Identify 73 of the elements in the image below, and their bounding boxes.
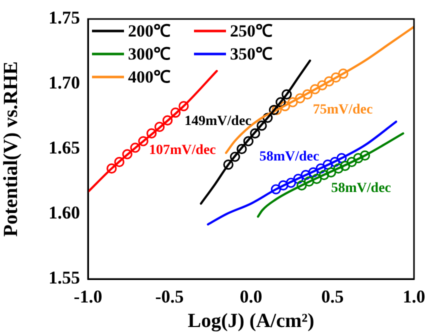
point bbox=[300, 170, 311, 180]
point bbox=[262, 112, 273, 123]
point bbox=[270, 184, 282, 194]
point bbox=[286, 178, 296, 188]
point bbox=[280, 101, 290, 112]
point bbox=[302, 89, 312, 100]
point bbox=[230, 152, 240, 162]
legend-label: 300℃ bbox=[128, 44, 170, 64]
line-series bbox=[256, 132, 404, 218]
x-tick-label: -0.5 bbox=[155, 286, 184, 306]
legend-label: 250℃ bbox=[230, 21, 272, 40]
series-label: 58mV/dec bbox=[259, 149, 320, 164]
x-tick-label: 0.0 bbox=[240, 286, 262, 306]
point bbox=[296, 180, 307, 190]
series-label: 58mV/dec bbox=[331, 180, 392, 196]
point bbox=[272, 104, 282, 116]
point bbox=[294, 93, 306, 104]
y-tick-label: 1.60 bbox=[48, 202, 80, 223]
point bbox=[346, 156, 357, 168]
point bbox=[130, 142, 140, 153]
point bbox=[170, 108, 181, 118]
point bbox=[360, 150, 370, 161]
point bbox=[268, 104, 280, 116]
x-axis-title: Log(J) (A/cm²) bbox=[188, 310, 314, 332]
point bbox=[178, 101, 189, 112]
point bbox=[322, 160, 333, 170]
point bbox=[330, 72, 342, 83]
point bbox=[282, 89, 292, 100]
point bbox=[162, 115, 173, 126]
point bbox=[338, 68, 348, 79]
point bbox=[114, 156, 124, 168]
point bbox=[236, 144, 247, 154]
legend-label: 200℃ bbox=[128, 21, 170, 40]
point bbox=[324, 76, 334, 86]
point bbox=[278, 180, 288, 190]
series-label: 75mV/dec bbox=[312, 102, 373, 118]
x-tick-label: 1.0 bbox=[402, 286, 426, 306]
series-label: 149mV/dec bbox=[184, 114, 252, 130]
point bbox=[316, 163, 326, 174]
point bbox=[288, 97, 298, 108]
point bbox=[138, 136, 148, 146]
point bbox=[293, 174, 304, 184]
series-label: 107mV/dec bbox=[149, 142, 216, 158]
point bbox=[326, 167, 336, 178]
point bbox=[353, 153, 364, 164]
y-axis-title: Potential(V) vs.RHE bbox=[0, 61, 22, 237]
point bbox=[318, 170, 330, 180]
point bbox=[312, 174, 322, 184]
point bbox=[223, 160, 234, 170]
point bbox=[146, 128, 157, 138]
point bbox=[250, 128, 260, 138]
point bbox=[317, 80, 328, 90]
x-tick-label: 0.5 bbox=[321, 286, 344, 306]
point bbox=[256, 120, 267, 131]
point bbox=[336, 153, 347, 164]
point bbox=[154, 122, 165, 132]
y-tick-label: 1.55 bbox=[48, 268, 80, 288]
legend-label: 350℃ bbox=[230, 44, 272, 64]
point bbox=[122, 149, 132, 160]
point bbox=[276, 97, 286, 108]
point bbox=[106, 163, 117, 174]
point bbox=[308, 167, 318, 178]
point bbox=[304, 176, 314, 187]
y-tick-label: 1.70 bbox=[48, 72, 80, 93]
point bbox=[333, 163, 344, 174]
y-tick-label: 1.75 bbox=[48, 8, 80, 28]
point bbox=[310, 84, 320, 94]
point bbox=[243, 136, 254, 146]
y-tick-label: 1.65 bbox=[48, 138, 80, 158]
legend-label: 400℃ bbox=[128, 67, 170, 86]
x-tick-label: -1.0 bbox=[74, 286, 102, 306]
point bbox=[340, 160, 350, 171]
point bbox=[330, 156, 340, 168]
